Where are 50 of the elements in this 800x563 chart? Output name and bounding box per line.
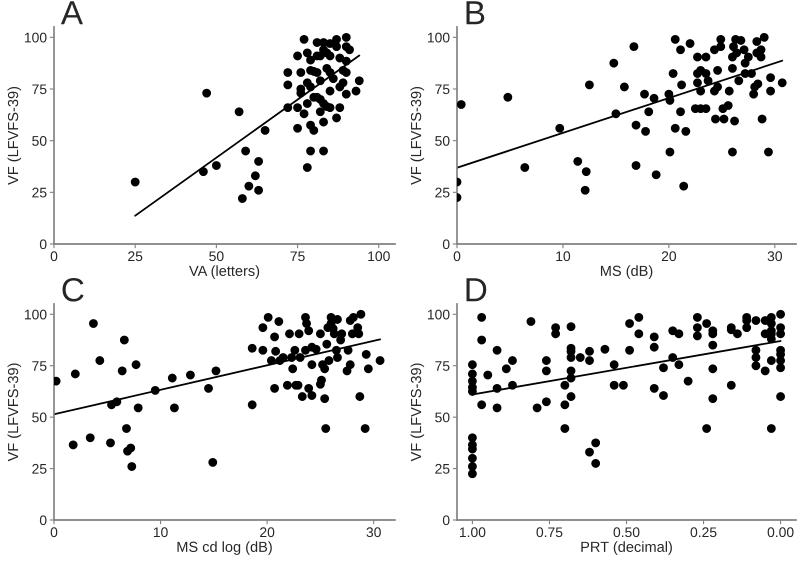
x-tick-label: 0 bbox=[454, 251, 460, 262]
y-tick-label: 0 bbox=[442, 515, 450, 526]
x-axis-title: MS cd log (dB) bbox=[177, 541, 272, 555]
y-tick-label: 25 bbox=[32, 188, 46, 198]
y-tick-label: 0 bbox=[40, 239, 47, 250]
y-tick-label: 50 bbox=[32, 412, 47, 422]
y-tick-label: 100 bbox=[24, 310, 47, 320]
y-tick-label: 0 bbox=[442, 239, 450, 250]
x-tick-label: 20 bbox=[662, 251, 676, 262]
x-tick-label: 0 bbox=[50, 251, 58, 262]
y-tick-label: 50 bbox=[435, 412, 450, 422]
y-tick-label: 50 bbox=[32, 136, 47, 146]
y-tick-label: 25 bbox=[32, 464, 46, 474]
x-tick-label: 10 bbox=[154, 527, 168, 538]
chart-title: C bbox=[62, 278, 84, 302]
y-axis-title: VF (LFVFS-39) bbox=[410, 86, 424, 185]
y-tick-label: 0 bbox=[40, 515, 47, 526]
x-tick-label: 0.25 bbox=[690, 527, 716, 538]
x-axis-title: PRT (decimal) bbox=[581, 541, 672, 555]
x-tick-label: 0.00 bbox=[768, 527, 794, 538]
x-tick-label: 0.50 bbox=[614, 527, 640, 538]
y-tick-label: 75 bbox=[435, 84, 450, 94]
y-tick-label: 25 bbox=[435, 464, 450, 474]
x-tick-label: 30 bbox=[366, 527, 381, 538]
y-tick-label: 75 bbox=[32, 84, 46, 94]
x-tick-label: 100 bbox=[368, 251, 390, 262]
x-tick-label: 0.75 bbox=[536, 527, 562, 538]
y-tick-label: 100 bbox=[428, 310, 450, 320]
x-tick-label: 20 bbox=[260, 527, 274, 538]
y-tick-label: 75 bbox=[32, 361, 46, 371]
x-axis-title: MS (dB) bbox=[600, 265, 652, 279]
x-tick-label: 10 bbox=[556, 251, 570, 262]
x-tick-label: 0 bbox=[50, 527, 58, 538]
x-axis-title: VA (letters) bbox=[189, 265, 260, 279]
y-axis-title: VF (LFVFS-39) bbox=[410, 363, 424, 462]
x-tick-label: 1.00 bbox=[460, 527, 486, 538]
y-tick-label: 25 bbox=[435, 188, 450, 198]
chart-title: A bbox=[60, 1, 83, 24]
x-tick-label: 25 bbox=[128, 251, 142, 262]
x-tick-label: 30 bbox=[768, 251, 782, 262]
x-tick-label: 75 bbox=[290, 251, 305, 262]
chart-title: B bbox=[466, 1, 484, 24]
chart-title: D bbox=[466, 278, 486, 302]
y-tick-label: 50 bbox=[435, 136, 450, 146]
y-tick-label: 75 bbox=[435, 361, 450, 371]
y-tick-label: 100 bbox=[428, 32, 450, 43]
y-tick-label: 100 bbox=[24, 32, 47, 43]
y-axis-title: VF (LFVFS-39) bbox=[8, 86, 22, 185]
y-axis-title: VF (LFVFS-39) bbox=[8, 363, 22, 462]
x-tick-label: 50 bbox=[209, 251, 224, 262]
